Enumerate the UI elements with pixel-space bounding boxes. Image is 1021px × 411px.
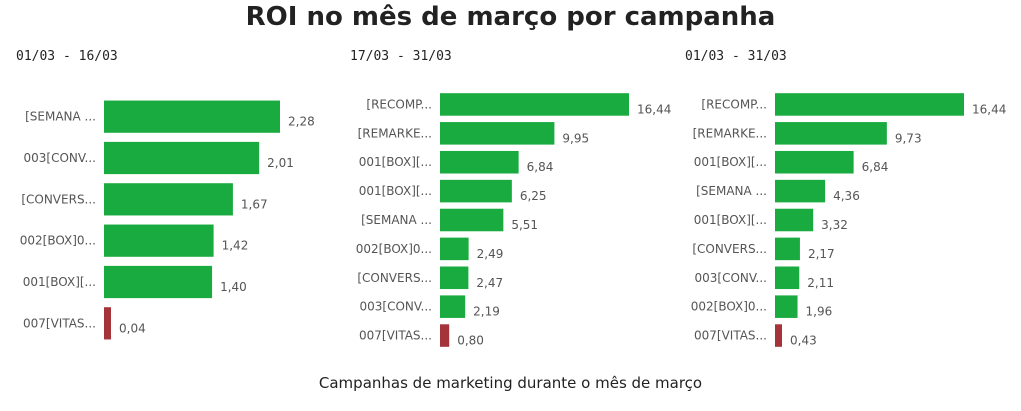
value-label-1-6: 0,04 [119,321,146,335]
bar-3-1 [775,93,964,116]
bar-2-6 [440,237,469,261]
value-label-3-9: 0,43 [790,334,817,348]
value-label-3-6: 2,17 [808,247,835,261]
value-label-1-1: 2,28 [288,115,315,129]
value-label-3-5: 3,32 [821,218,848,232]
category-label-2-4: 001[BOX][... [359,184,432,198]
category-label-2-7: [CONVERS... [357,271,432,285]
category-label-2-9: 007[VITAS... [359,329,432,343]
category-label-2-1: [RECOMP... [366,97,432,111]
category-label-2-2: [REMARKE... [358,126,432,140]
bar-1-5 [104,265,213,299]
value-label-3-1: 16,44 [972,102,1006,116]
category-label-1-4: 002[BOX]0... [20,234,96,248]
category-label-1-5: 001[BOX][... [23,275,96,289]
chart-title: ROI no mês de março por campanha [245,2,776,32]
value-label-2-7: 2,47 [476,276,503,290]
value-label-3-3: 6,84 [862,160,889,174]
bar-2-4 [440,179,512,203]
value-label-1-4: 1,42 [222,239,249,253]
bar-3-7 [775,266,800,290]
category-label-3-9: 007[VITAS... [694,329,767,343]
bar-2-2 [440,122,555,145]
panel-title-1: 01/03 - 16/03 [16,49,118,64]
bar-3-5 [775,208,814,232]
bar-2-7 [440,266,469,290]
value-label-1-2: 2,01 [267,156,294,170]
category-label-3-3: 001[BOX][... [694,155,767,169]
value-label-2-6: 2,49 [477,247,504,261]
bar-1-6 [104,307,111,340]
category-label-3-4: [SEMANA ... [696,184,767,198]
bar-2-5 [440,208,504,232]
panel-title-2: 17/03 - 31/03 [350,49,452,64]
bar-1-2 [104,141,260,175]
bar-2-8 [440,295,466,318]
category-label-3-5: 001[BOX][... [694,213,767,227]
bar-1-4 [104,224,214,257]
value-label-2-8: 2,19 [473,305,500,319]
value-label-1-3: 1,67 [241,197,268,211]
bar-3-6 [775,237,800,261]
category-label-3-2: [REMARKE... [693,126,767,140]
bar-3-2 [775,122,887,145]
category-label-2-5: [SEMANA ... [361,213,432,227]
value-label-2-2: 9,95 [562,131,589,145]
category-label-2-6: 002[BOX]0... [356,242,432,256]
category-label-1-1: [SEMANA ... [25,110,96,124]
value-label-2-5: 5,51 [511,218,538,232]
category-label-3-8: 002[BOX]0... [691,300,767,314]
bar-3-9 [775,324,782,347]
value-label-3-2: 9,73 [895,131,922,145]
value-label-3-4: 4,36 [833,189,860,203]
category-label-1-3: [CONVERS... [21,192,96,206]
category-label-3-6: [CONVERS... [692,242,767,256]
category-label-3-7: 003[CONV... [695,271,768,285]
bar-1-3 [104,183,233,216]
panel-title-3: 01/03 - 31/03 [685,49,787,64]
category-label-1-6: 007[VITAS... [23,316,96,330]
category-label-3-1: [RECOMP... [701,97,767,111]
value-label-1-5: 1,40 [220,280,247,294]
value-label-2-1: 16,44 [637,102,671,116]
category-label-1-2: 003[CONV... [24,151,97,165]
chart-footer-caption: Campanhas de marketing durante o mês de … [318,374,703,392]
bar-3-8 [775,295,798,318]
bar-2-1 [440,93,629,116]
bar-3-4 [775,179,826,203]
category-label-2-8: 003[CONV... [360,300,433,314]
bar-2-9 [440,324,450,347]
category-label-2-3: 001[BOX][... [359,155,432,169]
value-label-2-9: 0,80 [457,334,484,348]
bar-2-3 [440,150,519,174]
value-label-2-4: 6,25 [520,189,547,203]
value-label-3-7: 2,11 [807,276,834,290]
bar-1-1 [104,100,280,133]
value-label-3-8: 1,96 [806,305,833,319]
bar-3-3 [775,150,854,174]
value-label-2-3: 6,84 [527,160,554,174]
